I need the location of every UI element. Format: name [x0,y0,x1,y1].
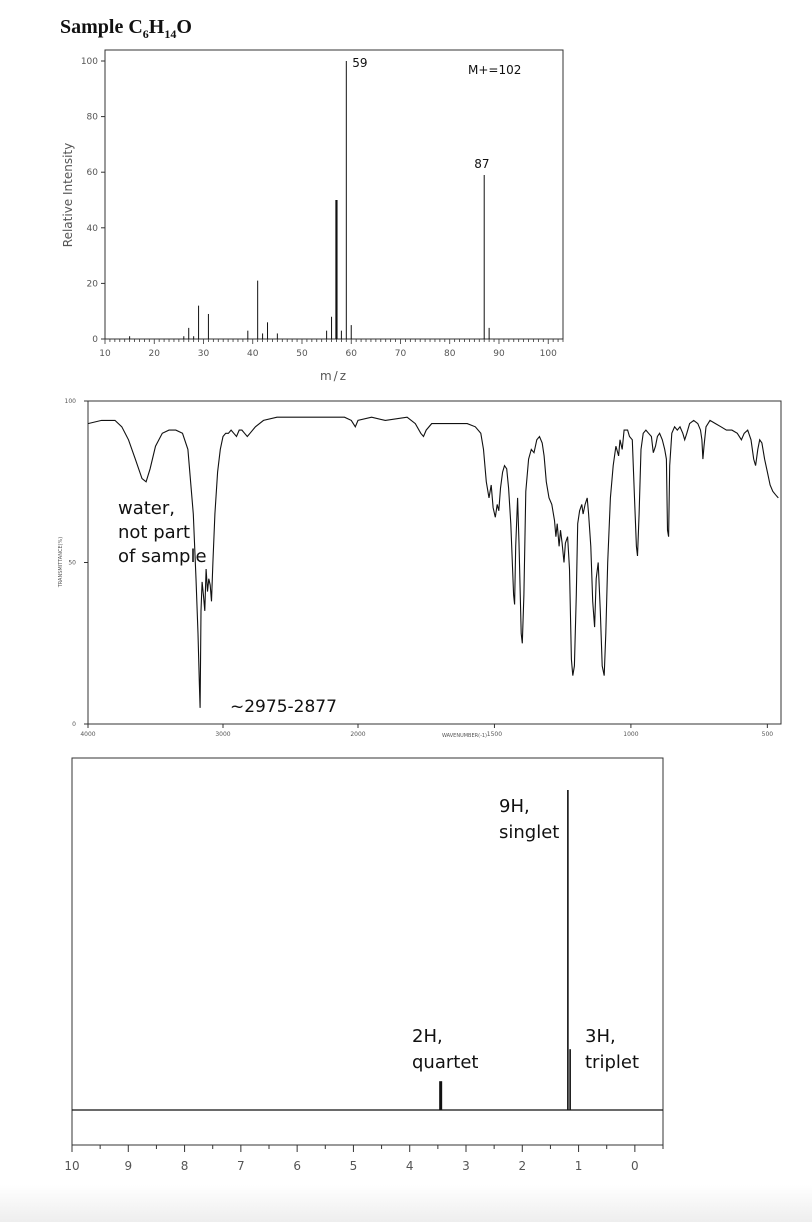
nmr-peak-label-line: 3H, [585,1026,616,1047]
bottom-fade [0,1185,812,1222]
nmr-peak-label-line: triplet [585,1052,639,1073]
ms-annotation-87: 87 [474,157,489,171]
ir-xtick-label: 1000 [623,731,638,738]
nmr-xtick-label: 0 [631,1159,639,1173]
nmr-peak-label-line: 2H, [412,1026,443,1047]
ir-ytick-label: 0 [72,721,76,728]
nmr-xtick-label: 2 [518,1159,526,1173]
ir-ytick-label: 100 [65,398,77,405]
mass-spectrum-chart: 0 20 40 60 80 100 10 20 30 40 50 60 70 80 90 100 59 87 M+=… [61,49,564,383]
ir-xtick-label: 500 [762,731,774,738]
ms-xtick-label: 40 [247,349,259,359]
nmr-spectrum-chart: 10 9 8 7 6 5 4 3 2 1 02H,quartet9H,singlet3H,tripl… [64,757,664,1200]
nmr-xtick-label: 1 [575,1159,583,1173]
nmr-xtick-label: 3 [462,1159,470,1173]
nmr-xtick-label: 4 [406,1159,414,1173]
nmr-peak-label-line: singlet [499,822,559,843]
ir-xtick-label: 1500 [487,731,502,738]
nmr-peak-label-line: 9H, [499,796,530,817]
ir-spectrum-line [87,416,779,708]
ms-xaxis-label: m/z [320,369,348,383]
title-prefix: Sample C [60,16,143,38]
ms-ytick-label: 80 [87,113,99,123]
sample-title: Sample C6H14O [60,16,192,42]
nmr-xtick-label: 7 [237,1159,245,1173]
ir-xtick-label: 4000 [80,731,95,738]
ir-xtick-label: 3000 [215,731,230,738]
ms-xtick-label: 70 [395,349,407,359]
title-mid: H [148,16,165,38]
nmr-xtick-label: 6 [293,1159,301,1173]
ms-yaxis-label: Relative Intensity [61,143,75,247]
ir-yaxis-label: TRANSMITTANCE(%) [58,537,64,589]
ms-xtick-label: 50 [296,349,308,359]
ir-annotation-water-line: of sample [118,546,207,567]
ms-xtick-label: 80 [444,349,456,359]
title-sub-hydrogen: 14 [164,27,177,41]
nmr-xtick-label: 8 [181,1159,189,1173]
ms-ytick-label: 0 [92,335,98,345]
ir-ytick-label: 50 [68,560,76,567]
ms-xtick-label: 90 [493,349,505,359]
ir-spectrum-chart: 4000 3000 2000 1500 1000 500 0 50 100 WAVENUMBER(… [58,398,782,739]
ms-annotation-59: 59 [352,56,367,70]
ms-xtick-label: 10 [99,349,111,359]
nmr-plot-frame [71,757,664,1146]
nmr-xtick-label: 9 [124,1159,132,1173]
nmr-xtick-label: 10 [64,1159,79,1173]
ms-xtick-label: 60 [346,349,358,359]
ms-ytick-label: 100 [81,57,98,67]
nmr-peak-label-line: quartet [412,1052,478,1073]
title-sub-carbon: 6 [142,27,149,41]
ms-xtick-label: 20 [149,349,161,359]
ms-xtick-label: 30 [198,349,210,359]
ir-xtick-label: 2000 [350,731,365,738]
ms-plot-frame [104,49,564,340]
ir-annotation-water-line: not part [118,522,190,543]
nmr-xtick-label: 5 [350,1159,358,1173]
ms-ytick-label: 20 [87,279,99,289]
ms-ytick-label: 40 [87,224,99,234]
ir-annotation-ch-stretch: ~2975-2877 [230,697,337,717]
ms-annotation-molecular-ion: M+=102 [468,63,521,77]
title-suffix: O [176,16,192,38]
ms-xtick-label: 100 [540,349,557,359]
ir-xaxis-label: WAVENUMBER(-1) [442,733,487,739]
ms-ytick-label: 60 [87,168,99,178]
ir-annotation-water-line: water, [118,498,175,519]
